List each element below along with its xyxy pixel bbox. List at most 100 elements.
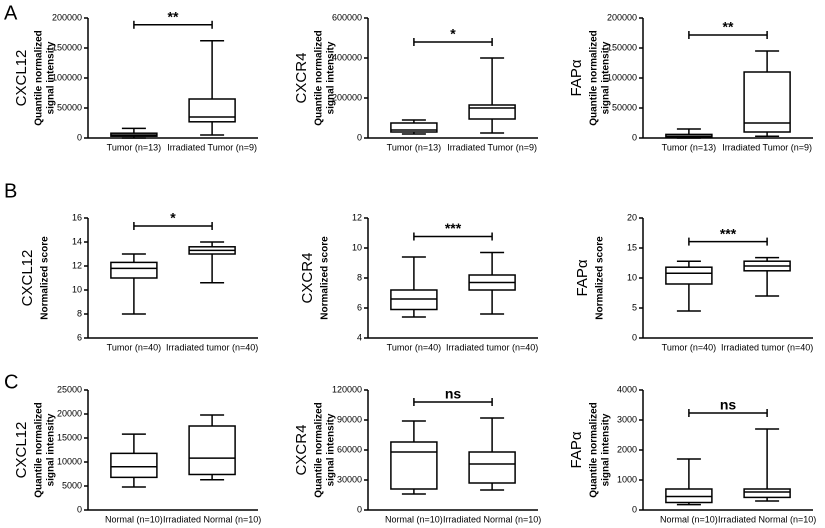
significance-label: ns bbox=[445, 386, 462, 402]
box bbox=[743, 71, 791, 133]
y-tick-label: 15000 bbox=[57, 432, 82, 442]
y-tick-label: 0 bbox=[357, 132, 362, 142]
y-tick-label: 2000 bbox=[617, 444, 637, 454]
y-axis-label: CXCL12 bbox=[19, 250, 36, 307]
y-tick-label: 200000 bbox=[52, 12, 82, 22]
box bbox=[468, 451, 516, 484]
panel-label: A bbox=[4, 2, 18, 24]
x-tick-label: Tumor (n=40) bbox=[107, 342, 161, 352]
y-tick-label: 0 bbox=[77, 132, 82, 142]
y-tick-label: 8 bbox=[357, 272, 362, 282]
y-tick-label: 0 bbox=[632, 332, 637, 342]
x-tick-label: Tumor (n=40) bbox=[662, 342, 716, 352]
y-axis-sublabel: signal intensity bbox=[601, 413, 612, 486]
y-tick-label: 10000 bbox=[57, 456, 82, 466]
y-tick-label: 8 bbox=[77, 308, 82, 318]
x-tick-label: Normal (n=10) bbox=[385, 514, 443, 524]
y-axis-sublabel: signal intensity bbox=[46, 41, 57, 114]
y-tick-label: 20000 bbox=[57, 408, 82, 418]
x-tick-label: Irradiated tumor (n=40) bbox=[446, 342, 538, 352]
y-tick-label: 100000 bbox=[607, 72, 637, 82]
y-tick-label: 5 bbox=[632, 302, 637, 312]
y-axis-label: CXCL12 bbox=[13, 50, 30, 107]
x-tick-label: Irradiated Normal (n=10) bbox=[718, 514, 816, 524]
y-tick-label: 0 bbox=[77, 504, 82, 514]
y-tick-label: 1000 bbox=[617, 474, 637, 484]
significance-label: ns bbox=[720, 397, 737, 413]
significance-label: * bbox=[450, 26, 456, 42]
y-tick-label: 150000 bbox=[607, 42, 637, 52]
y-tick-label: 20 bbox=[627, 212, 637, 222]
box bbox=[110, 261, 158, 279]
x-tick-label: Tumor (n=13) bbox=[387, 142, 441, 152]
x-tick-label: Irradiated tumor (n=40) bbox=[166, 342, 258, 352]
y-tick-label: 3000 bbox=[617, 414, 637, 424]
box bbox=[390, 122, 438, 133]
y-tick-label: 0 bbox=[357, 504, 362, 514]
x-tick-label: Irradiated Normal (n=10) bbox=[443, 514, 541, 524]
y-axis-sublabel: signal intensity bbox=[46, 413, 57, 486]
y-axis-label: CXCR4 bbox=[293, 425, 310, 476]
y-tick-label: 12 bbox=[352, 212, 362, 222]
box bbox=[110, 452, 158, 479]
y-tick-label: 120000 bbox=[332, 384, 362, 394]
box bbox=[390, 441, 438, 490]
y-axis-label: CXCR4 bbox=[293, 53, 310, 104]
significance-label: *** bbox=[445, 220, 462, 236]
x-tick-label: Irradiated Tumor (n=9) bbox=[167, 142, 257, 152]
y-tick-label: 150000 bbox=[52, 42, 82, 52]
y-tick-label: 16 bbox=[72, 212, 82, 222]
panel-label: B bbox=[4, 180, 17, 202]
y-tick-label: 200000 bbox=[607, 12, 637, 22]
y-tick-label: 5000 bbox=[62, 480, 82, 490]
y-tick-label: 4 bbox=[357, 332, 362, 342]
y-axis-label: CXCR4 bbox=[299, 253, 316, 304]
y-tick-label: 200000 bbox=[332, 92, 362, 102]
x-tick-label: Tumor (n=40) bbox=[387, 342, 441, 352]
y-axis-label: FAPα bbox=[568, 59, 585, 96]
y-axis-sublabel: Quantile normalized bbox=[589, 30, 600, 126]
x-tick-label: Normal (n=10) bbox=[660, 514, 718, 524]
y-tick-label: 4000 bbox=[617, 384, 637, 394]
y-axis-sublabel: Quantile normalized bbox=[314, 30, 325, 126]
x-tick-label: Irradiated Tumor (n=9) bbox=[447, 142, 537, 152]
y-axis-sublabel: Normalized score bbox=[40, 236, 51, 320]
y-axis-label: FAPα bbox=[568, 431, 585, 468]
y-tick-label: 400000 bbox=[332, 52, 362, 62]
significance-label: ** bbox=[723, 19, 734, 35]
x-tick-label: Irradiated tumor (n=40) bbox=[721, 342, 813, 352]
y-tick-label: 6 bbox=[77, 332, 82, 342]
y-axis-sublabel: Quantile normalized bbox=[34, 402, 45, 498]
box bbox=[743, 488, 791, 499]
y-tick-label: 0 bbox=[632, 132, 637, 142]
y-tick-label: 100000 bbox=[52, 72, 82, 82]
y-tick-label: 600000 bbox=[332, 12, 362, 22]
y-axis-sublabel: signal intensity bbox=[326, 41, 337, 114]
y-tick-label: 10 bbox=[627, 272, 637, 282]
y-tick-label: 60000 bbox=[337, 444, 362, 454]
y-tick-label: 6 bbox=[357, 302, 362, 312]
y-tick-label: 50000 bbox=[57, 102, 82, 112]
x-tick-label: Tumor (n=13) bbox=[107, 142, 161, 152]
x-tick-label: Irradiated Normal (n=10) bbox=[163, 514, 261, 524]
box bbox=[188, 98, 236, 123]
y-axis-label: CXCL12 bbox=[13, 422, 30, 479]
x-tick-label: Tumor (n=13) bbox=[662, 142, 716, 152]
y-axis-sublabel: signal intensity bbox=[601, 41, 612, 114]
y-tick-label: 12 bbox=[72, 260, 82, 270]
y-axis-sublabel: Quantile normalized bbox=[34, 30, 45, 126]
y-axis-sublabel: Normalized score bbox=[320, 236, 331, 320]
y-tick-label: 15 bbox=[627, 242, 637, 252]
box bbox=[188, 425, 236, 476]
y-tick-label: 30000 bbox=[337, 474, 362, 484]
y-tick-label: 10 bbox=[352, 242, 362, 252]
significance-label: *** bbox=[720, 225, 737, 241]
y-tick-label: 50000 bbox=[612, 102, 637, 112]
y-tick-label: 90000 bbox=[337, 414, 362, 424]
y-axis-sublabel: Quantile normalized bbox=[589, 402, 600, 498]
x-tick-label: Irradiated Tumor (n=9) bbox=[722, 142, 812, 152]
y-axis-sublabel: signal intensity bbox=[326, 413, 337, 486]
significance-label: * bbox=[170, 210, 176, 226]
significance-label: ** bbox=[168, 9, 179, 25]
y-tick-label: 10 bbox=[72, 284, 82, 294]
